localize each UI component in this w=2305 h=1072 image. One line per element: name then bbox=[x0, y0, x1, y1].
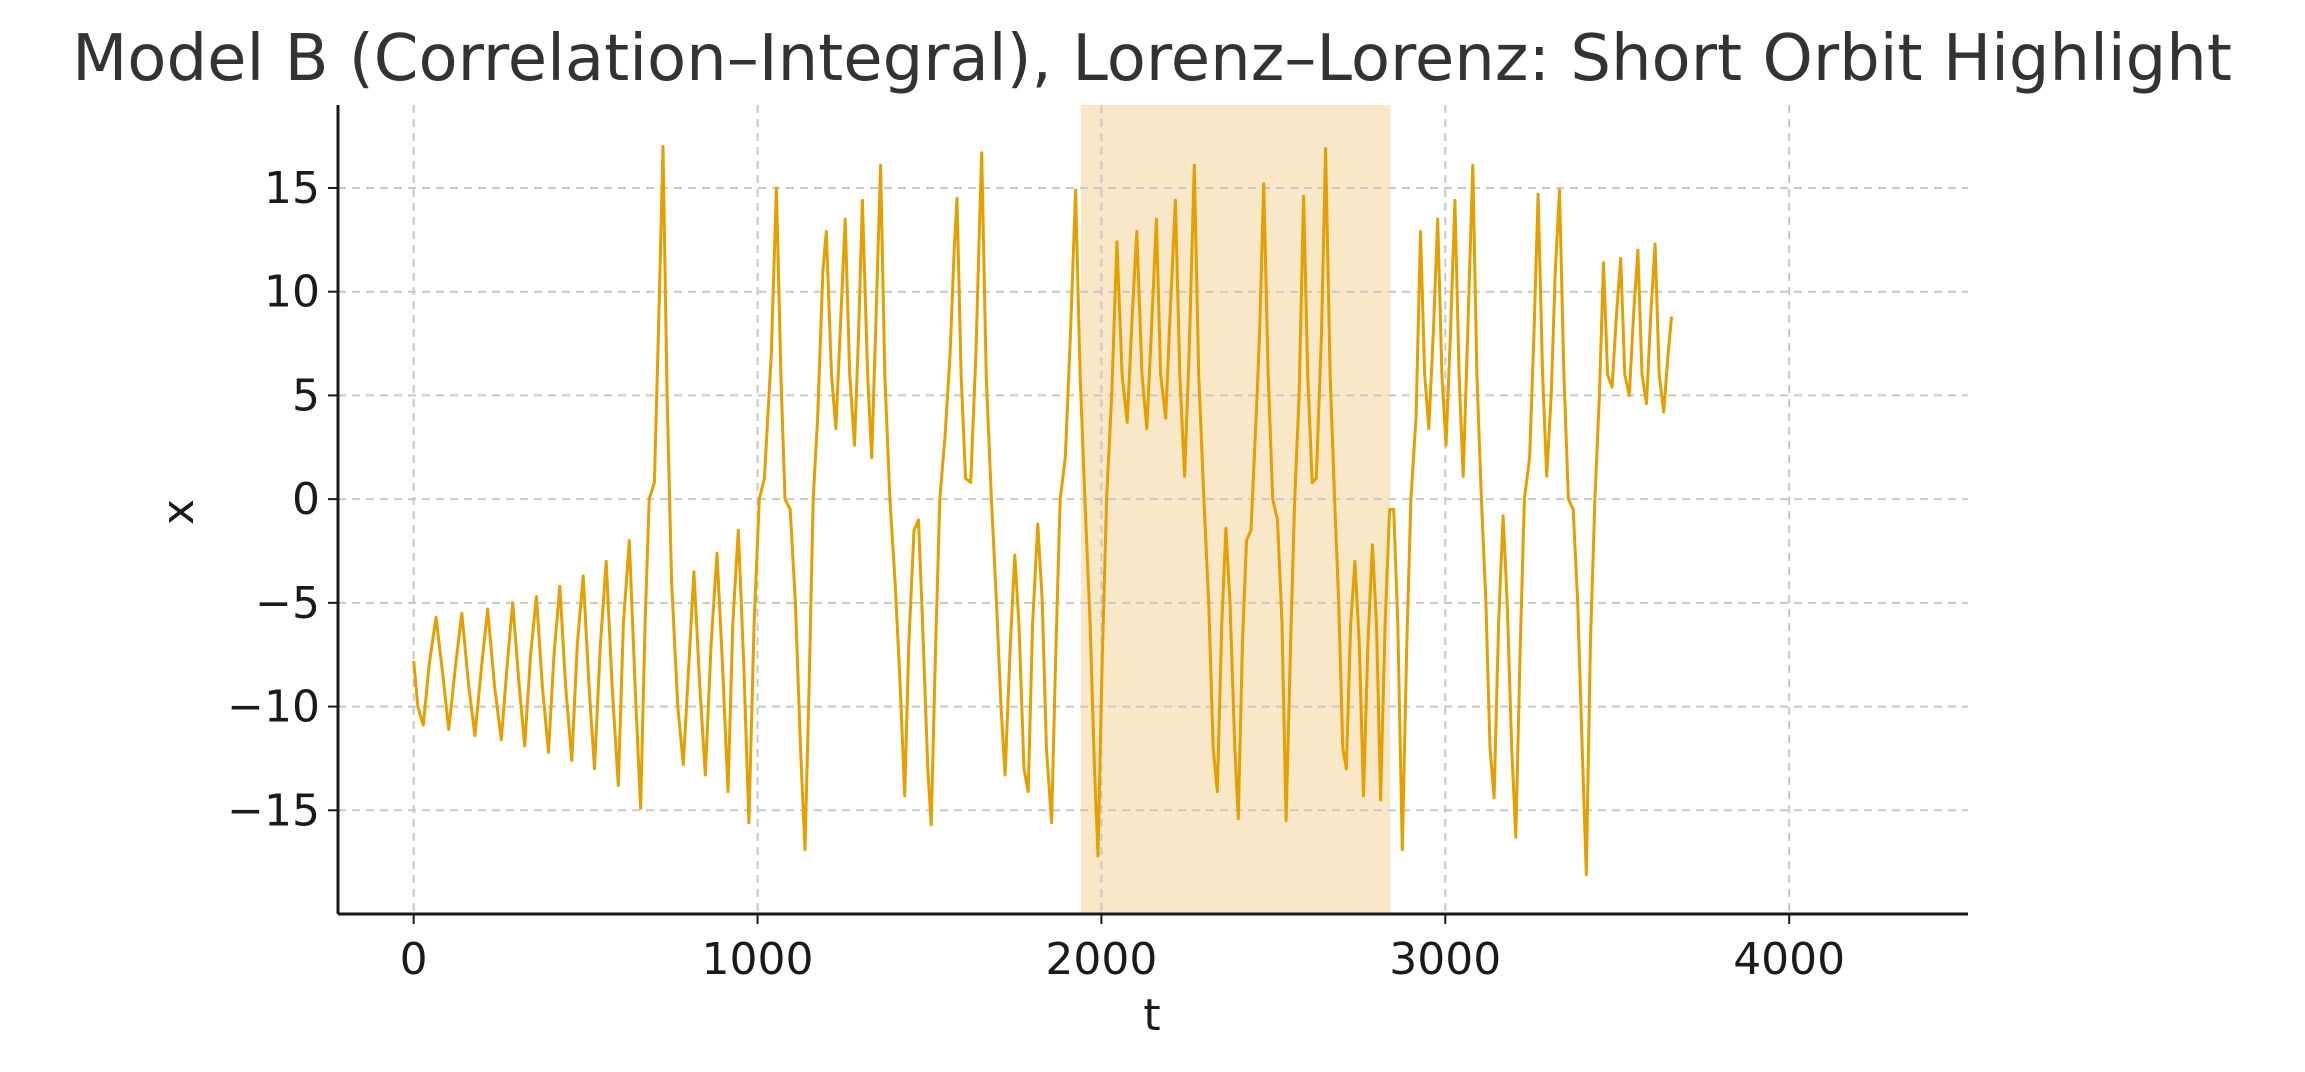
y-axis-label: x bbox=[153, 499, 204, 525]
x-tick-label: 4000 bbox=[1733, 934, 1845, 985]
series-layer bbox=[412, 145, 1674, 877]
y-tick-label: −5 bbox=[255, 578, 320, 629]
x-tick-label: 3000 bbox=[1389, 934, 1501, 985]
y-tick-label: −15 bbox=[227, 785, 320, 836]
x-tick-label: 1000 bbox=[702, 934, 814, 985]
y-tick-label: 15 bbox=[264, 163, 320, 214]
y-tick-label: 10 bbox=[264, 267, 320, 318]
x-tick-label: 0 bbox=[400, 934, 428, 985]
series-line bbox=[412, 145, 1674, 877]
x-axis-label: t bbox=[1143, 990, 1160, 1041]
axes bbox=[336, 105, 1968, 916]
y-tick-label: 5 bbox=[292, 370, 320, 421]
x-tick-label: 2000 bbox=[1045, 934, 1157, 985]
tick-layer: 0 1000 2000 3000 4000 −15 −10 −5 0 5 10 15 bbox=[227, 163, 1845, 985]
y-tick-label: 0 bbox=[292, 474, 320, 525]
chart-title: Model B (Correlation–Integral), Lorenz–L… bbox=[72, 22, 2232, 96]
y-tick-label: −10 bbox=[227, 682, 320, 733]
